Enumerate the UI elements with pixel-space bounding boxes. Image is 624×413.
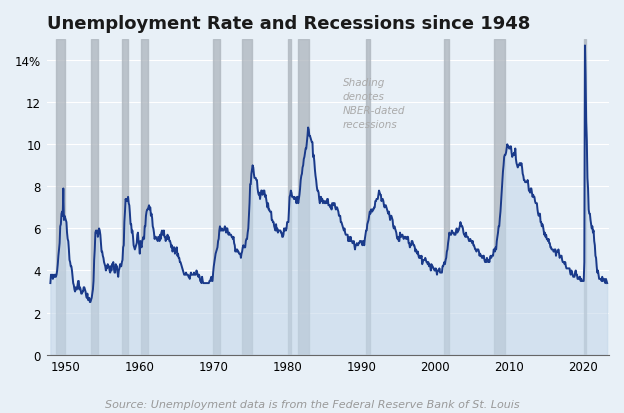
Bar xyxy=(366,40,371,355)
Bar xyxy=(288,40,291,355)
Bar xyxy=(444,40,449,355)
Bar xyxy=(141,40,148,355)
Bar xyxy=(213,40,220,355)
Text: Source: Unemployment data is from the Federal Reserve Bank of St. Louis: Source: Unemployment data is from the Fe… xyxy=(105,399,519,409)
Bar xyxy=(122,40,128,355)
Bar xyxy=(298,40,309,355)
Text: Unemployment Rate and Recessions since 1948: Unemployment Rate and Recessions since 1… xyxy=(47,15,530,33)
Text: Shading
denotes
NBER-dated
recessions: Shading denotes NBER-dated recessions xyxy=(343,78,405,130)
Bar xyxy=(494,40,505,355)
Bar xyxy=(584,40,586,355)
Bar xyxy=(242,40,252,355)
Bar xyxy=(56,40,64,355)
Bar xyxy=(91,40,99,355)
